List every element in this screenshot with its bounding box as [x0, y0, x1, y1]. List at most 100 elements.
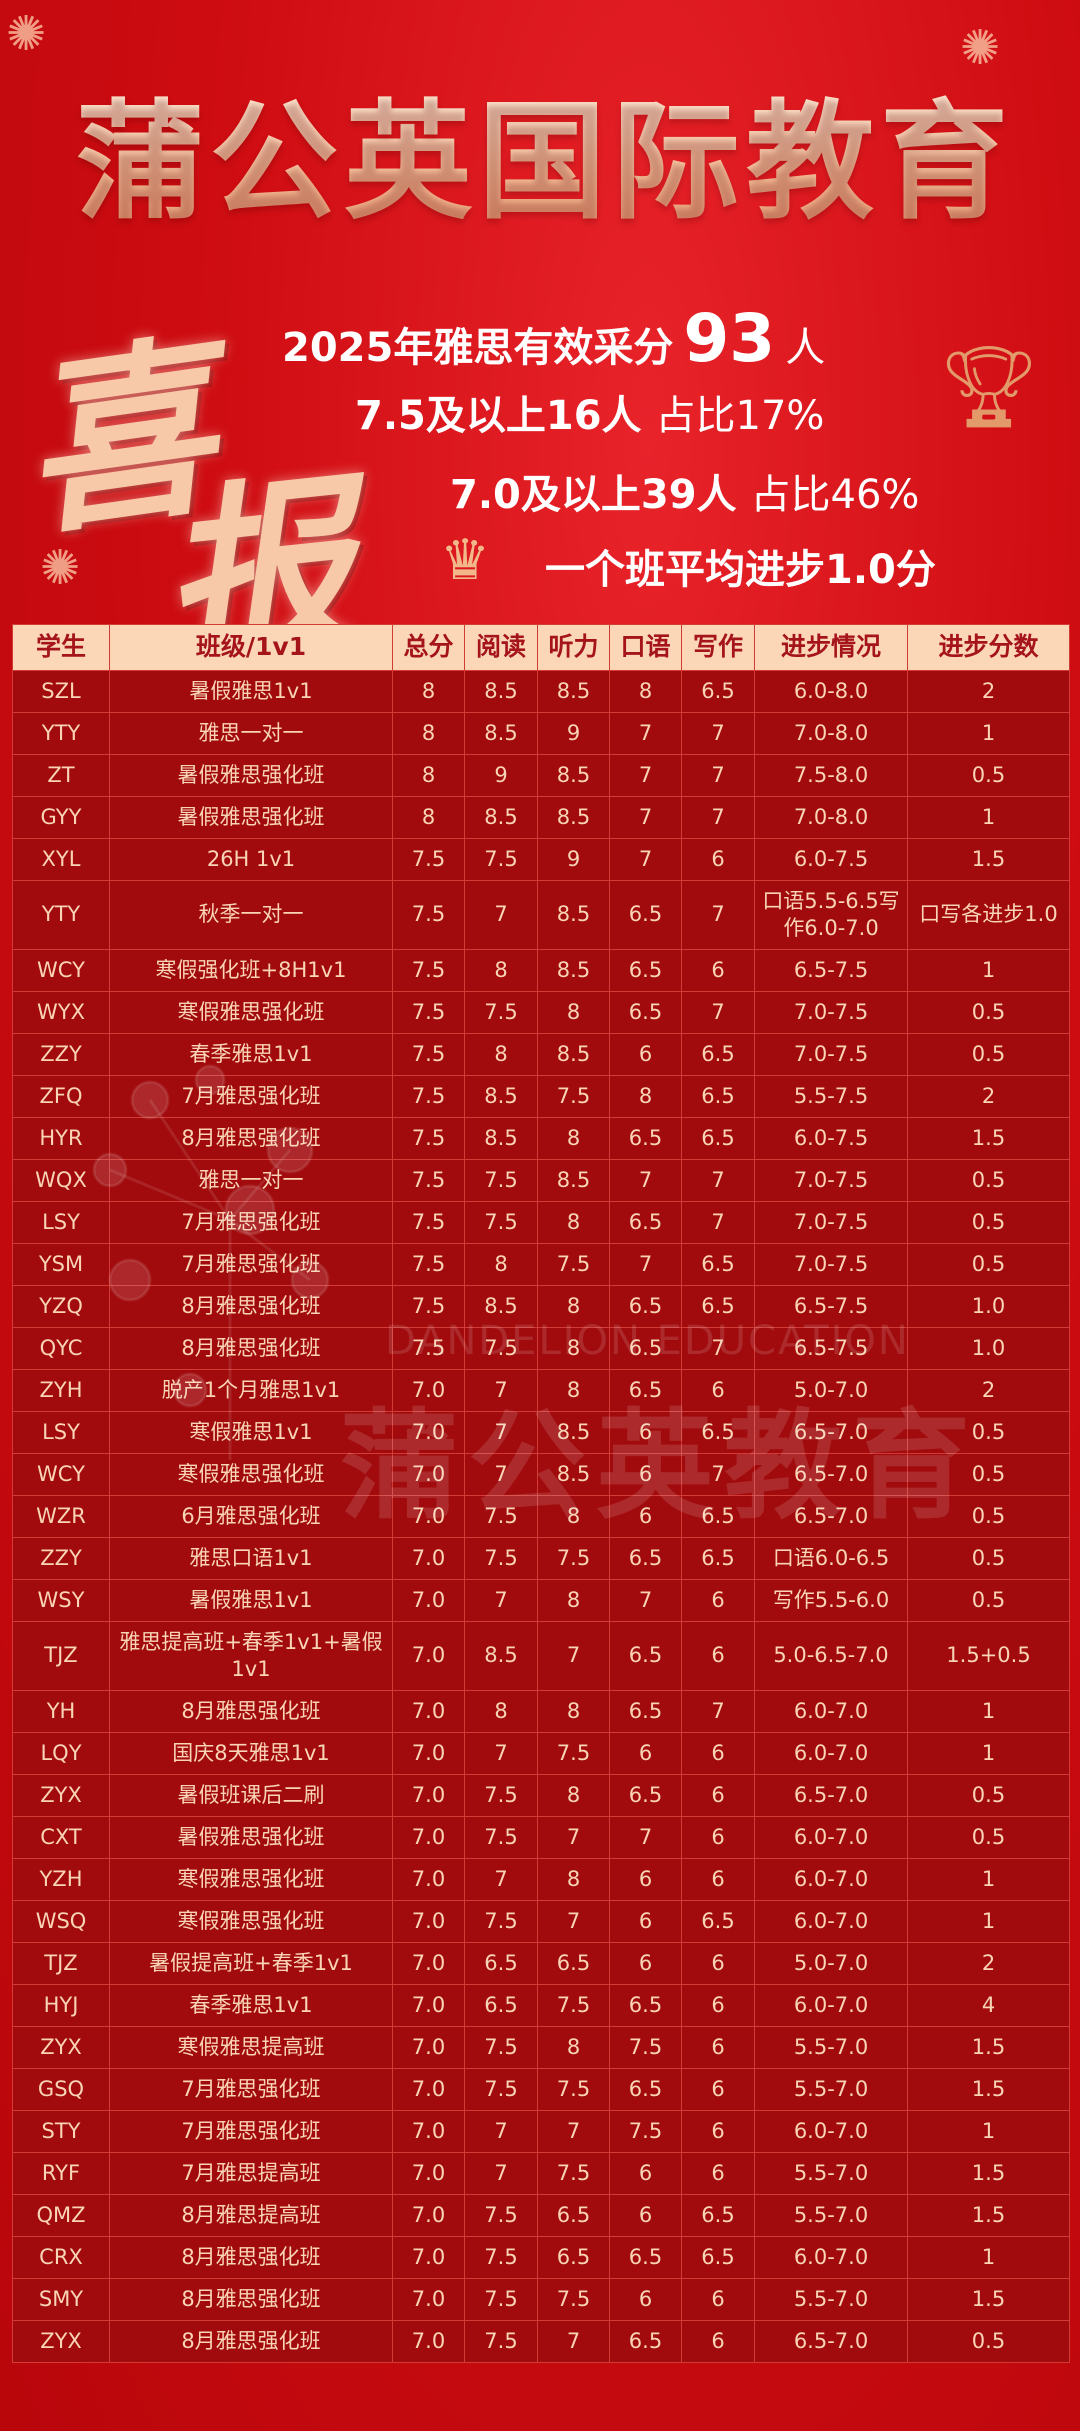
cell-speaking: 7	[609, 1816, 682, 1859]
cell-student: WQX	[12, 1159, 110, 1202]
cell-class: 暑假雅思强化班	[109, 796, 393, 839]
cell-writing: 7	[681, 754, 755, 797]
cell-writing: 6	[681, 2068, 755, 2111]
table-row: CXT 暑假雅思强化班 7.0 7.5 7 7 6 6.0-7.0 0.5	[12, 1816, 1070, 1859]
cell-class: 26H 1v1	[109, 838, 393, 881]
cell-student: YH	[12, 1690, 110, 1733]
cell-progress-points: 0.5	[907, 1453, 1070, 1496]
table-row: GYY 暑假雅思强化班 8 8.5 8.5 7 7 7.0-8.0 1	[12, 796, 1070, 839]
cell-reading: 8.5	[464, 1285, 538, 1328]
cell-progress-points: 1.5	[907, 2068, 1070, 2111]
cell-speaking: 6.5	[609, 1369, 682, 1412]
cell-student: YZQ	[12, 1285, 110, 1328]
cell-total: 7.0	[392, 1942, 465, 1985]
cell-reading: 8.5	[464, 670, 538, 713]
cell-writing: 7	[681, 880, 755, 950]
column-header-class: 班级/1v1	[109, 624, 393, 671]
cell-class: 8月雅思强化班	[109, 1690, 393, 1733]
cell-total: 7.0	[392, 2152, 465, 2195]
cell-student: TJZ	[12, 1942, 110, 1985]
cell-progress-points: 1	[907, 2110, 1070, 2153]
cell-writing: 7	[681, 1201, 755, 1244]
table-row: GSQ 7月雅思强化班 7.0 7.5 7.5 6.5 6 5.5-7.0 1.5	[12, 2068, 1070, 2111]
cell-speaking: 6	[609, 1900, 682, 1943]
cell-class: 暑假雅思1v1	[109, 670, 393, 713]
cell-progress-points: 1.5	[907, 1117, 1070, 1160]
cell-progress-points: 1	[907, 712, 1070, 755]
cell-listening: 8.5	[537, 670, 610, 713]
cell-writing: 6	[681, 1579, 755, 1622]
cell-reading: 7	[464, 2152, 538, 2195]
cell-total: 7.5	[392, 838, 465, 881]
cell-listening: 7.5	[537, 1537, 610, 1580]
cell-total: 7.5	[392, 1327, 465, 1370]
cell-progress-points: 1	[907, 2236, 1070, 2279]
cell-student: ZYX	[12, 2026, 110, 2069]
cell-progress-points: 2	[907, 1075, 1070, 1118]
table-row: YTY 雅思一对一 8 8.5 9 7 7 7.0-8.0 1	[12, 712, 1070, 755]
cell-student: ZYH	[12, 1369, 110, 1412]
cell-listening: 7	[537, 1816, 610, 1859]
cell-reading: 8	[464, 949, 538, 992]
cell-writing: 6.5	[681, 1285, 755, 1328]
cell-student: WYX	[12, 991, 110, 1034]
cell-progress-points: 2	[907, 670, 1070, 713]
cell-reading: 6.5	[464, 1984, 538, 2027]
cell-class: 雅思一对一	[109, 712, 393, 755]
table-row: WCY 寒假强化班+8H1v1 7.5 8 8.5 6.5 6 6.5-7.5 1	[12, 949, 1070, 992]
cell-reading: 6.5	[464, 1942, 538, 1985]
cell-reading: 7.5	[464, 1327, 538, 1370]
table-row: HYJ 春季雅思1v1 7.0 6.5 7.5 6.5 6 6.0-7.0 4	[12, 1984, 1070, 2027]
cell-progress: 5.5-7.5	[754, 1075, 908, 1118]
cell-listening: 7.5	[537, 1075, 610, 1118]
column-header-progress-points: 进步分数	[907, 624, 1070, 671]
cell-listening: 8.5	[537, 1033, 610, 1076]
stat-75-count: 7.5及以上16人	[355, 393, 642, 439]
cell-listening: 8.5	[537, 754, 610, 797]
cell-class: 寒假雅思强化班	[109, 991, 393, 1034]
cell-student: WCY	[12, 1453, 110, 1496]
cell-total: 7.0	[392, 1621, 465, 1691]
cell-speaking: 6.5	[609, 1537, 682, 1580]
cell-progress: 6.0-7.0	[754, 1858, 908, 1901]
cell-student: CRX	[12, 2236, 110, 2279]
cell-writing: 6	[681, 2278, 755, 2321]
table-row: QMZ 8月雅思提高班 7.0 7.5 6.5 6 6.5 5.5-7.0 1.5	[12, 2194, 1070, 2237]
cell-listening: 8.5	[537, 1159, 610, 1202]
cell-student: TJZ	[12, 1621, 110, 1691]
cell-progress: 6.0-7.0	[754, 2236, 908, 2279]
cell-student: LSY	[12, 1411, 110, 1454]
cell-progress: 7.0-7.5	[754, 1033, 908, 1076]
stat-70-count: 7.0及以上39人	[450, 472, 737, 518]
cell-progress: 6.0-7.0	[754, 1984, 908, 2027]
cell-writing: 6.5	[681, 1411, 755, 1454]
cell-total: 7.0	[392, 1579, 465, 1622]
cell-reading: 8	[464, 1690, 538, 1733]
cell-total: 7.0	[392, 1690, 465, 1733]
cell-reading: 7	[464, 1579, 538, 1622]
cell-student: XYL	[12, 838, 110, 881]
cell-listening: 8.5	[537, 796, 610, 839]
cell-student: RYF	[12, 2152, 110, 2195]
cell-writing: 6	[681, 1858, 755, 1901]
cell-progress: 6.0-7.0	[754, 1816, 908, 1859]
column-header-total: 总分	[392, 624, 465, 671]
cell-progress-points: 1.5	[907, 2194, 1070, 2237]
table-row: LSY 寒假雅思1v1 7.0 7 8.5 6 6.5 6.5-7.0 0.5	[12, 1411, 1070, 1454]
cell-class: 暑假雅思强化班	[109, 1816, 393, 1859]
cell-class: 7月雅思强化班	[109, 1243, 393, 1286]
cell-progress: 6.0-7.0	[754, 1900, 908, 1943]
stat-total-unit: 人	[785, 325, 826, 371]
cell-listening: 9	[537, 712, 610, 755]
table-row: YZQ 8月雅思强化班 7.5 8.5 8 6.5 6.5 6.5-7.5 1.0	[12, 1285, 1070, 1328]
cell-reading: 7.5	[464, 1816, 538, 1859]
column-header-reading: 阅读	[464, 624, 538, 671]
cell-speaking: 6.5	[609, 1690, 682, 1733]
cell-class: 7月雅思强化班	[109, 1075, 393, 1118]
cell-total: 7.0	[392, 1369, 465, 1412]
cell-speaking: 7	[609, 796, 682, 839]
cell-total: 7.0	[392, 1537, 465, 1580]
cell-listening: 8.5	[537, 1453, 610, 1496]
cell-writing: 6.5	[681, 1495, 755, 1538]
table-row: LQY 国庆8天雅思1v1 7.0 7 7.5 6 6 6.0-7.0 1	[12, 1732, 1070, 1775]
